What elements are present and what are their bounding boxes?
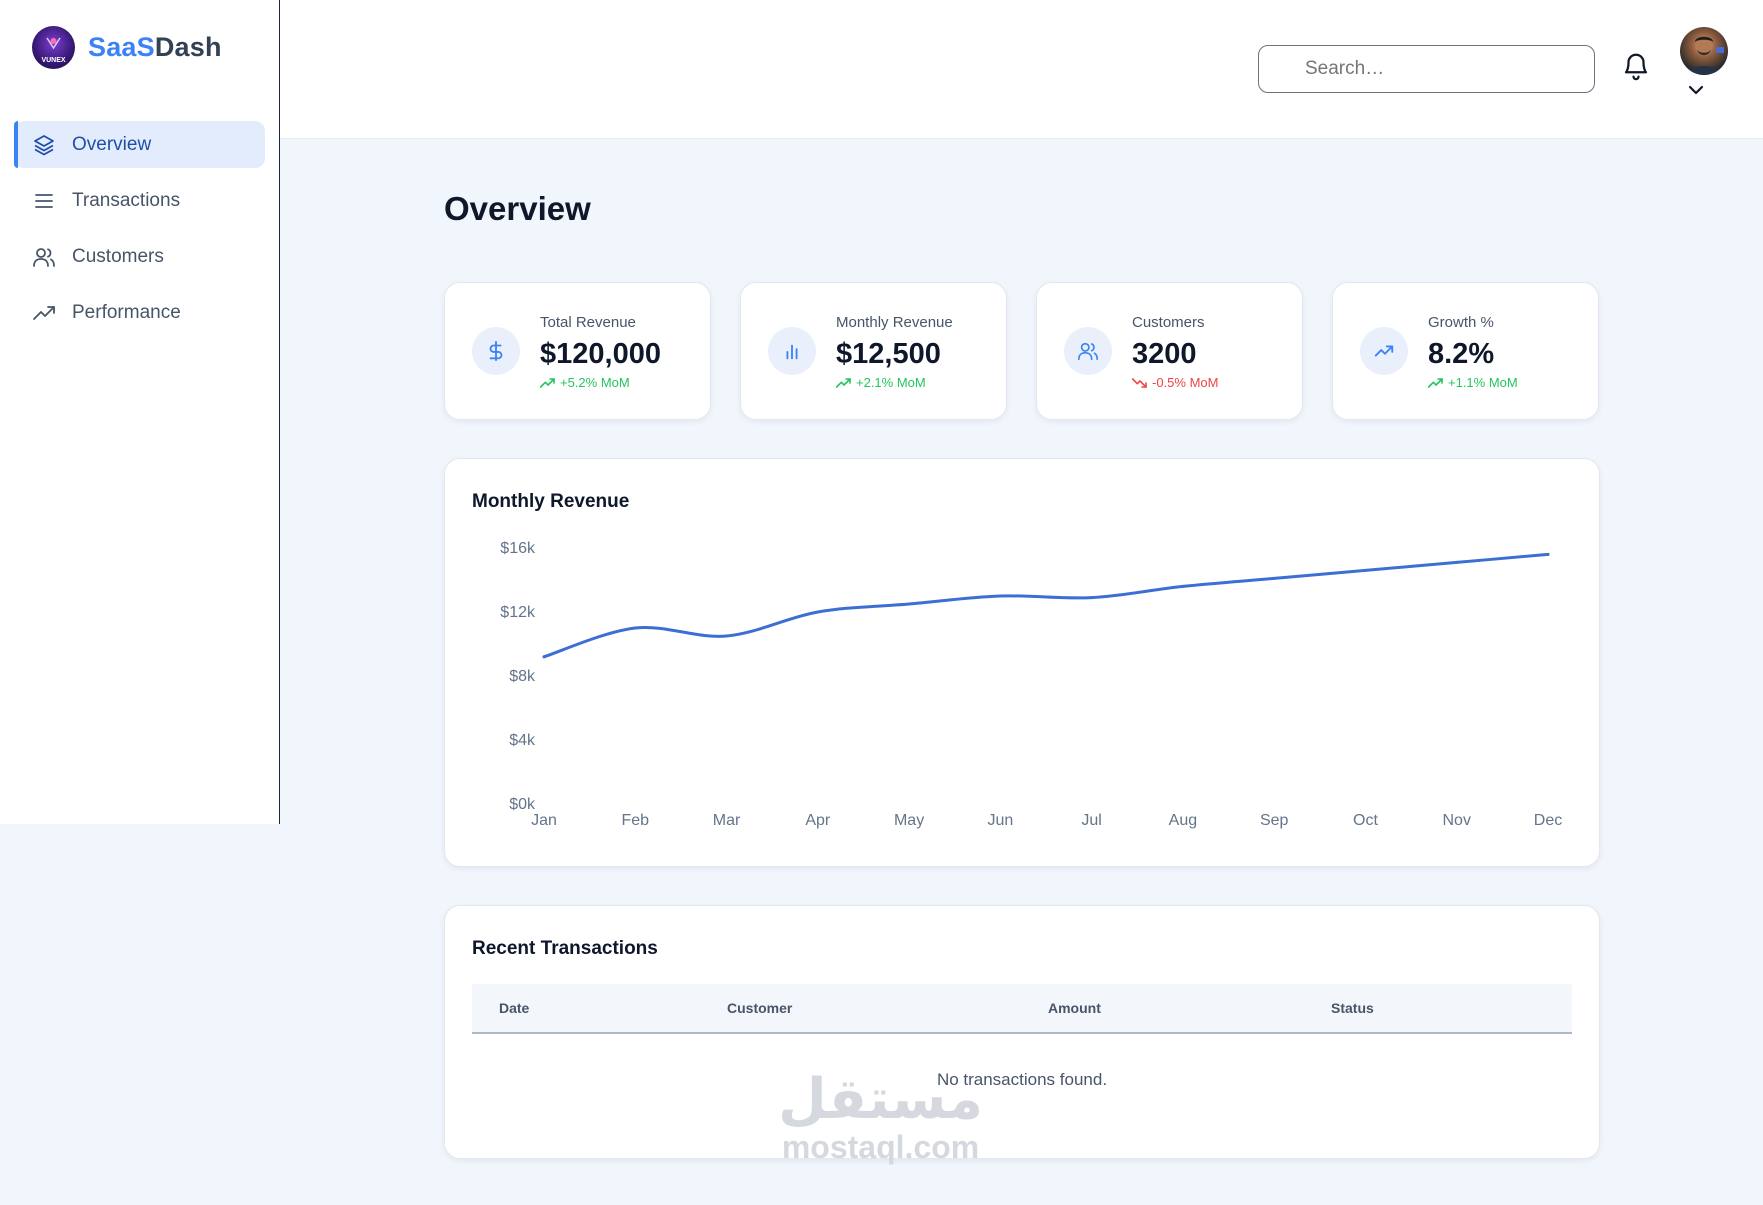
trending-up-icon — [836, 377, 851, 388]
y-tick-label: $8k — [509, 668, 536, 685]
empty-state-text: No transactions found. — [936, 1070, 1108, 1089]
recent-transactions-card: Recent Transactions Date Customer Amount… — [444, 905, 1600, 1159]
stat-change: +1.1% MoM — [1428, 375, 1518, 390]
stat-card-monthly-revenue: Monthly Revenue $12,500 +2.1% MoM — [740, 282, 1007, 420]
stat-card-total-revenue: Total Revenue $120,000 +5.2% MoM — [444, 282, 711, 420]
sidebar-item-overview[interactable]: Overview — [14, 121, 265, 168]
brand-logo[interactable]: VUNEX SaaSDash — [32, 26, 222, 69]
stat-change: +2.1% MoM — [836, 375, 926, 390]
sidebar-item-transactions[interactable]: Transactions — [14, 177, 265, 224]
stat-card-growth: Growth % 8.2% +1.1% MoM — [1332, 282, 1599, 420]
x-tick-label: Jul — [1081, 812, 1101, 829]
user-avatar[interactable] — [1680, 27, 1728, 75]
x-tick-label: Aug — [1169, 812, 1197, 829]
y-tick-label: $16k — [500, 540, 536, 557]
y-tick-label: $0k — [509, 796, 536, 813]
sidebar-item-label: Performance — [72, 301, 181, 323]
trending-up-icon — [32, 301, 56, 325]
transactions-title: Recent Transactions — [472, 938, 658, 959]
trending-up-icon — [1428, 377, 1443, 388]
x-tick-label: Jun — [987, 812, 1013, 829]
data-point[interactable] — [1272, 576, 1276, 580]
revenue-series-line — [542, 552, 1550, 659]
data-point[interactable] — [1363, 568, 1367, 572]
column-header-status[interactable]: Status — [1331, 1000, 1374, 1016]
column-header-amount[interactable]: Amount — [1048, 1000, 1101, 1016]
sidebar-item-customers[interactable]: Customers — [14, 233, 265, 280]
trending-down-icon — [1132, 377, 1147, 388]
notification-bell-icon[interactable] — [1621, 50, 1651, 82]
data-point[interactable] — [542, 655, 546, 659]
revenue-line-chart: $0k $4k $8k $12k $16k Jan Feb Mar Apr May Jun Jul Au… — [500, 540, 1562, 829]
x-tick-label: Nov — [1443, 812, 1471, 829]
layers-icon — [32, 133, 56, 157]
column-header-customer[interactable]: Customer — [727, 1000, 793, 1016]
stat-change: -0.5% MoM — [1132, 375, 1218, 390]
logo-icon: VUNEX — [32, 26, 75, 69]
sidebar-item-label: Transactions — [72, 189, 181, 211]
stat-card-customers: Customers 3200 -0.5% MoM — [1036, 282, 1303, 420]
stat-value: $120,000 — [540, 338, 661, 370]
bar-chart-icon — [768, 327, 816, 375]
table-header: Date Customer Amount Status — [472, 984, 1572, 1034]
data-point[interactable] — [725, 634, 729, 638]
top-bar — [280, 0, 1763, 139]
chart-title: Monthly Revenue — [472, 491, 630, 512]
page-title: Overview — [444, 190, 591, 227]
users-icon — [1064, 327, 1112, 375]
data-point[interactable] — [1181, 584, 1185, 588]
trending-up-icon — [1360, 327, 1408, 375]
watermark: مستقل mostaql.com — [773, 1067, 988, 1165]
sidebar-nav: Overview Transactions Customers Performa… — [14, 121, 265, 345]
x-tick-label: May — [894, 812, 924, 829]
stat-change: +5.2% MoM — [540, 375, 630, 390]
column-header-date[interactable]: Date — [499, 1000, 530, 1016]
stat-label: Growth % — [1428, 314, 1494, 331]
data-point[interactable] — [816, 610, 820, 614]
y-tick-label: $4k — [509, 732, 536, 749]
users-icon — [32, 245, 56, 269]
data-point[interactable] — [1455, 560, 1459, 564]
dollar-icon — [472, 327, 520, 375]
sidebar-item-label: Customers — [72, 245, 164, 267]
x-tick-label: Mar — [713, 812, 741, 829]
watermark-arabic: مستقل — [778, 1067, 983, 1132]
x-tick-label: Sep — [1260, 812, 1289, 829]
x-tick-label: Dec — [1534, 812, 1562, 829]
sidebar-item-label: Overview — [72, 133, 152, 155]
stat-value: $12,500 — [836, 338, 941, 370]
x-tick-label: Oct — [1353, 812, 1378, 829]
stat-value: 8.2% — [1428, 338, 1495, 370]
sidebar-item-performance[interactable]: Performance — [14, 289, 265, 336]
trending-up-icon — [540, 377, 555, 388]
stat-label: Customers — [1132, 314, 1205, 331]
logo-caption: VUNEX — [41, 57, 66, 64]
data-point[interactable] — [633, 626, 637, 630]
x-tick-label: Apr — [805, 812, 831, 829]
data-point[interactable] — [1546, 552, 1550, 556]
stat-label: Monthly Revenue — [836, 314, 953, 331]
x-tick-label: Jan — [531, 812, 557, 829]
data-point[interactable] — [907, 602, 911, 606]
chevron-down-icon[interactable] — [1684, 78, 1708, 102]
data-point[interactable] — [1090, 596, 1094, 600]
sidebar: VUNEX SaaSDash Overview Transactions Cus… — [0, 0, 280, 824]
search-input[interactable] — [1258, 45, 1595, 93]
y-tick-label: $12k — [500, 604, 536, 621]
stat-label: Total Revenue — [540, 314, 636, 331]
app-name: SaaSDash — [88, 32, 222, 62]
watermark-latin: mostaql.com — [781, 1129, 980, 1165]
stat-value: 3200 — [1132, 338, 1197, 370]
list-icon — [32, 189, 56, 213]
x-tick-label: Feb — [621, 812, 649, 829]
data-point[interactable] — [998, 594, 1002, 598]
monthly-revenue-card: Monthly Revenue $0k $4k $8k $12k $16k Jan Feb M… — [444, 458, 1600, 867]
